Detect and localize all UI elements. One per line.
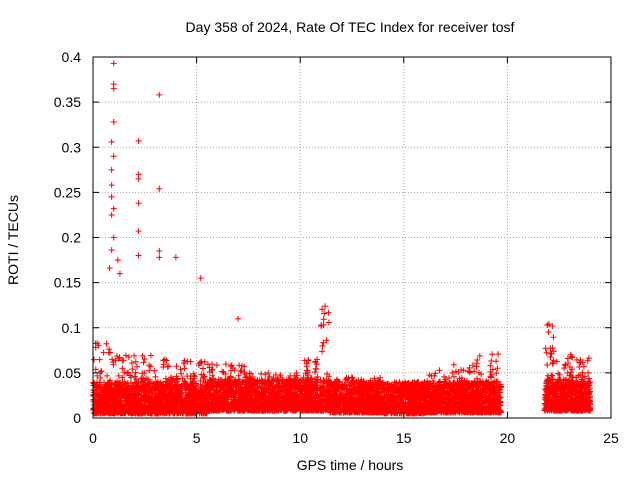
- data-point: [147, 352, 154, 359]
- data-point: [115, 355, 122, 362]
- data-point: [136, 404, 143, 411]
- data-point: [105, 398, 112, 405]
- data-point: [102, 409, 109, 416]
- data-point: [127, 374, 134, 381]
- data-point: [90, 356, 97, 363]
- data-point: [94, 372, 101, 379]
- data-point: [106, 346, 113, 353]
- data-point: [124, 387, 131, 394]
- data-point: [107, 377, 114, 384]
- data-point: [140, 402, 147, 409]
- data-point: [102, 399, 109, 406]
- data-point: [128, 360, 135, 367]
- data-point: [147, 363, 154, 370]
- data-point: [140, 386, 147, 393]
- data-point: [103, 340, 110, 347]
- data-point: [125, 369, 132, 376]
- data-point: [96, 404, 103, 411]
- data-point: [138, 410, 145, 417]
- data-point: [132, 369, 139, 376]
- data-point: [151, 367, 158, 374]
- data-point: [122, 397, 129, 404]
- data-point: [141, 398, 148, 405]
- data-point: [96, 356, 103, 363]
- data-point: [130, 395, 137, 402]
- data-point: [131, 409, 138, 416]
- data-point: [119, 365, 126, 372]
- data-point: [146, 404, 153, 411]
- data-point: [118, 409, 125, 416]
- data-point: [128, 407, 135, 414]
- data-point: [129, 382, 136, 389]
- data-point: [140, 359, 147, 366]
- data-point: [90, 393, 97, 400]
- data-point: [122, 352, 129, 359]
- data-point: [180, 360, 187, 367]
- data-point: [111, 394, 118, 401]
- grid-lines: [93, 57, 611, 418]
- data-point: [129, 366, 136, 373]
- data-point: [112, 395, 119, 402]
- data-point: [100, 349, 107, 356]
- data-point: [98, 368, 105, 375]
- data-point: [103, 391, 110, 398]
- data-point: [115, 382, 122, 389]
- data-point: [120, 357, 127, 364]
- data-point: [116, 391, 123, 398]
- data-point: [133, 389, 140, 396]
- data-point: [147, 401, 154, 408]
- data-point: [113, 385, 120, 392]
- data-point: [121, 404, 128, 411]
- data-point: [93, 390, 100, 397]
- data-point: [181, 365, 188, 372]
- data-point: [108, 381, 115, 388]
- data-point: [142, 392, 149, 399]
- data-point: [130, 404, 137, 411]
- data-point: [131, 352, 138, 359]
- data-point: [115, 372, 122, 379]
- data-point: [116, 401, 123, 408]
- data-point: [112, 357, 119, 364]
- data-point: [146, 367, 153, 374]
- data-point: [129, 388, 136, 395]
- data-point: [131, 379, 138, 386]
- data-point: [145, 392, 152, 399]
- data-point: [144, 388, 151, 395]
- data-point: [93, 401, 100, 408]
- data-point: [136, 396, 143, 403]
- data-point: [93, 383, 100, 390]
- data-point: [112, 405, 119, 412]
- data-point: [109, 356, 116, 363]
- data-point: [97, 410, 104, 417]
- data-points: [90, 60, 594, 417]
- data-point: [197, 377, 204, 384]
- data-point: [146, 383, 153, 390]
- data-point: [94, 340, 101, 347]
- data-point: [104, 372, 111, 379]
- data-point: [97, 375, 104, 382]
- data-point: [134, 363, 141, 370]
- data-point: [94, 382, 101, 389]
- data-point: [138, 375, 145, 382]
- data-point: [132, 358, 139, 365]
- data-point: [141, 356, 148, 363]
- data-point: [142, 407, 149, 414]
- data-point: [139, 370, 146, 377]
- data-point: [92, 366, 99, 373]
- data-point: [120, 381, 127, 388]
- data-point: [125, 383, 132, 390]
- data-point: [110, 361, 117, 368]
- data-point: [96, 407, 103, 414]
- data-point: [99, 387, 106, 394]
- data-point: [139, 352, 146, 359]
- data-point: [95, 398, 102, 405]
- data-point: [136, 387, 143, 394]
- data-point: [123, 394, 130, 401]
- data-point: [131, 373, 138, 380]
- data-point: [107, 390, 114, 397]
- data-point: [103, 383, 110, 390]
- data-point: [104, 403, 111, 410]
- data-point: [116, 354, 123, 361]
